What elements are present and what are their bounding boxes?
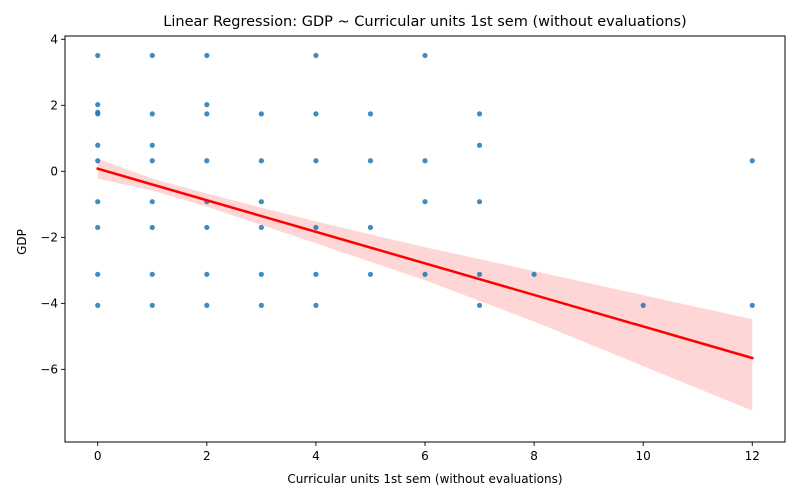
scatter-point: [149, 52, 155, 59]
scatter-point: [749, 302, 755, 308]
scatter-point: [313, 224, 319, 231]
scatter-point: [422, 158, 428, 164]
scatter-point: [149, 224, 155, 231]
scatter-point: [749, 158, 755, 164]
scatter-point: [258, 271, 264, 277]
scatter-point: [204, 52, 210, 59]
x-axis-ticks: 0 2 4 6 8 10 12: [94, 442, 760, 463]
regression-line-layer: [96, 167, 754, 360]
y-tick-label: −4: [40, 297, 58, 311]
y-axis-label: GDP: [15, 229, 29, 255]
scatter-point: [204, 102, 210, 108]
scatter-point: [367, 158, 374, 164]
y-tick-label: −2: [40, 231, 58, 245]
scatter-point: [476, 302, 483, 308]
scatter-point: [313, 158, 319, 164]
x-axis-label: Curricular units 1st sem (without evalua…: [287, 472, 562, 486]
x-tick-label: 8: [530, 449, 538, 463]
y-axis-ticks: −6 −4 −2 0 2 4: [40, 33, 65, 377]
scatter-point: [149, 199, 155, 205]
scatter-point: [367, 111, 374, 117]
scatter-point: [149, 271, 155, 277]
x-tick-label: 2: [203, 449, 211, 463]
scatter-point: [95, 111, 101, 117]
scatter-point: [95, 224, 101, 231]
scatter-point: [531, 271, 537, 277]
scatter-point: [640, 302, 646, 308]
scatter-point: [95, 271, 101, 277]
scatter-point: [204, 271, 210, 277]
scatter-point: [422, 271, 428, 277]
scatter-point: [422, 199, 428, 205]
scatter-point: [149, 302, 155, 308]
scatter-point: [95, 102, 101, 108]
scatter-point: [313, 271, 319, 277]
scatter-point: [367, 271, 374, 277]
scatter-point: [149, 111, 155, 117]
x-tick-label: 0: [94, 449, 102, 463]
scatter-point: [367, 224, 374, 231]
scatter-point: [95, 199, 101, 205]
confidence-band: [97, 158, 753, 411]
x-tick-label: 10: [636, 449, 651, 463]
scatter-point: [476, 142, 483, 148]
scatter-point: [204, 224, 210, 231]
scatter-point: [476, 271, 483, 277]
scatter-point: [204, 302, 210, 308]
y-tick-label: 2: [50, 99, 58, 113]
plot-area-frame: [64, 35, 786, 443]
y-tick-label: 4: [50, 33, 58, 47]
x-tick-label: 6: [421, 449, 429, 463]
scatter-point: [149, 158, 155, 164]
scatter-point: [149, 142, 155, 148]
confidence-band-layer: [97, 158, 753, 411]
y-tick-label: 0: [50, 165, 58, 179]
scatter-point: [95, 302, 101, 308]
scatter-point: [204, 111, 210, 117]
chart-title: Linear Regression: GDP ~ Curricular unit…: [163, 14, 686, 30]
x-tick-label: 12: [745, 449, 760, 463]
scatter-point: [95, 158, 101, 164]
scatter-point: [422, 52, 428, 59]
scatter-point: [258, 224, 264, 231]
x-tick-label: 4: [312, 449, 320, 463]
scatter-point: [313, 302, 319, 308]
scatter-point: [258, 302, 264, 308]
scatter-point: [476, 111, 483, 117]
scatter-point: [95, 142, 101, 148]
scatter-point: [313, 52, 319, 59]
regression-line: [96, 167, 754, 360]
scatter-point: [258, 158, 264, 164]
y-tick-label: −6: [40, 363, 58, 377]
scatter-point: [258, 199, 264, 205]
scatter-point: [258, 111, 264, 117]
scatter-point: [476, 199, 483, 205]
scatter-point: [204, 158, 210, 164]
scatter-point: [95, 52, 101, 59]
scatter-point: [313, 111, 319, 117]
